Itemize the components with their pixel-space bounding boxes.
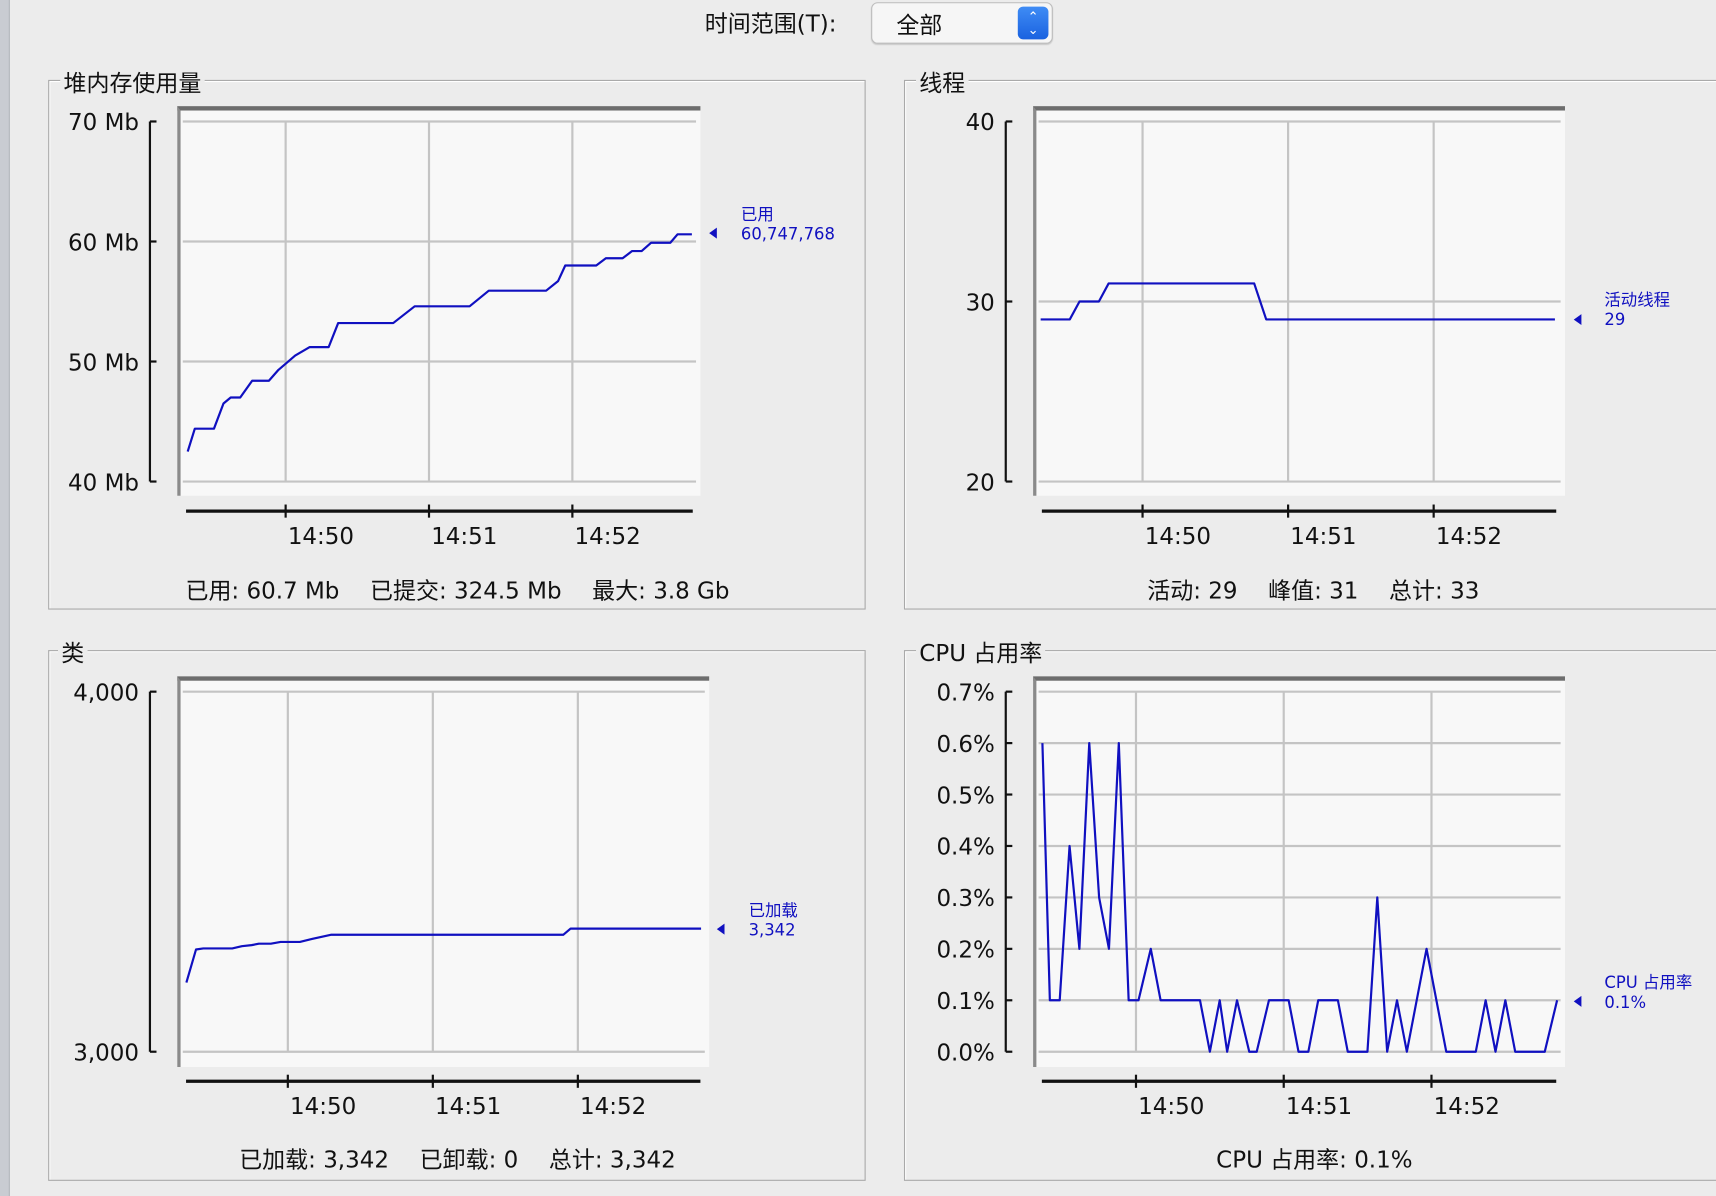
y-tick-label: 0.6% xyxy=(936,732,994,758)
x-tick-label: 14:52 xyxy=(575,524,641,550)
up-down-chevron-icon[interactable]: ⌃ ⌄ xyxy=(1017,6,1049,40)
classes-panel: 类 xyxy=(48,635,866,1181)
y-tick-label: 70 Mb xyxy=(68,110,139,136)
summary-used: 已用: 60.7 Mb xyxy=(185,577,340,605)
y-tick-label: 0.7% xyxy=(936,680,994,706)
x-tick-label: 14:52 xyxy=(1434,1094,1500,1120)
legend-name: 已加载 xyxy=(748,900,798,921)
y-tick-label: 3,000 xyxy=(73,1040,139,1066)
threads-series-line xyxy=(1040,282,1555,321)
cpu-chart: 0.0% 0.1% 0.2% 0.3% 0.4% 0.5% 0.6% 0.7% 14:50 14:… xyxy=(936,680,1561,1120)
classes-plot-area xyxy=(177,676,710,1068)
threads-chart: 20 30 40 14:50 14:51 14:52 xyxy=(966,110,1561,550)
threads-legend: 活动线程 29 xyxy=(1604,290,1670,329)
x-tick-label: 14:50 xyxy=(288,524,354,550)
x-tick-label: 14:52 xyxy=(580,1094,646,1120)
y-tick-label: 0.2% xyxy=(936,938,994,964)
summary-loaded: 已加载: 3,342 xyxy=(239,1146,389,1174)
x-tick-label: 14:50 xyxy=(290,1094,356,1120)
panel-title: 类 xyxy=(58,635,88,669)
threads-summary: 活动: 29 峰值: 31 总计: 33 xyxy=(1132,573,1495,606)
threads-panel: 线程 xyxy=(903,65,1716,610)
heap-legend-arrow-icon xyxy=(709,227,717,239)
summary-committed: 已提交: 324.5 Mb xyxy=(370,577,562,605)
heap-summary: 已用: 60.7 Mb 已提交: 324.5 Mb 最大: 3.8 Gb xyxy=(170,573,745,606)
time-range-label: 时间范围(T): xyxy=(704,10,837,38)
classes-summary: 已加载: 3,342 已卸载: 0 总计: 3,342 xyxy=(224,1143,691,1176)
threads-legend-arrow-icon xyxy=(1573,314,1582,326)
cpu-legend: CPU 占用率 0.1% xyxy=(1604,973,1692,1012)
legend-name: CPU 占用率 xyxy=(1604,972,1693,993)
heap-memory-panel: 堆内存使用量 xyxy=(48,65,866,610)
y-tick-label: 40 xyxy=(966,110,995,136)
summary-peak: 峰值: 31 xyxy=(1268,577,1359,605)
legend-name: 已用 xyxy=(740,204,774,225)
x-tick-label: 14:51 xyxy=(1290,524,1356,550)
y-tick-label: 20 xyxy=(966,470,995,496)
summary-total: 总计: 33 xyxy=(1389,577,1480,605)
heap-legend: 已用 60,747,768 xyxy=(741,205,835,244)
heap-series-line xyxy=(186,233,692,452)
summary-total: 总计: 3,342 xyxy=(548,1146,676,1174)
y-tick-label: 50 Mb xyxy=(68,350,139,376)
classes-legend-arrow-icon xyxy=(716,923,725,935)
x-tick-label: 14:50 xyxy=(1145,524,1211,550)
x-tick-label: 14:50 xyxy=(1138,1094,1204,1120)
x-tick-label: 14:51 xyxy=(435,1094,501,1120)
legend-value: 29 xyxy=(1604,309,1626,330)
y-tick-label: 0.4% xyxy=(936,835,994,861)
legend-name: 活动线程 xyxy=(1604,290,1671,310)
heap-chart: 40 Mb 50 Mb 60 Mb 70 Mb 14:50 14:51 14:52 xyxy=(68,110,697,550)
classes-chart: 3,000 4,000 14:50 14:51 14:52 xyxy=(73,680,705,1120)
window-left-edge xyxy=(0,0,10,1196)
y-tick-label: 4,000 xyxy=(73,680,139,706)
x-tick-label: 14:51 xyxy=(1286,1094,1352,1120)
y-tick-label: 0.3% xyxy=(936,886,994,912)
time-range-value: 全部 xyxy=(896,12,943,39)
heap-plot-area xyxy=(177,106,701,496)
cpu-usage-panel: CPU 占用率 xyxy=(903,635,1716,1181)
y-tick-label: 0.5% xyxy=(936,783,994,809)
x-tick-label: 14:52 xyxy=(1436,524,1502,550)
y-tick-label: 60 Mb xyxy=(68,230,139,256)
panel-title: 线程 xyxy=(916,65,969,99)
legend-value: 60,747,768 xyxy=(740,224,835,245)
cpu-summary: CPU 占用率: 0.1% xyxy=(1201,1143,1428,1176)
summary-live: 活动: 29 xyxy=(1147,577,1238,605)
x-tick-label: 14:51 xyxy=(431,524,497,550)
y-tick-label: 0.1% xyxy=(936,989,994,1015)
time-range-select[interactable]: 全部 ⌃ ⌄ xyxy=(871,2,1053,44)
classes-legend: 已加载 3,342 xyxy=(749,901,798,940)
panel-title: CPU 占用率 xyxy=(916,635,1046,669)
y-tick-label: 0.0% xyxy=(936,1040,994,1066)
cpu-legend-arrow-icon xyxy=(1573,995,1582,1007)
cpu-plot-area xyxy=(1033,676,1565,1068)
legend-value: 3,342 xyxy=(748,920,796,941)
y-tick-label: 30 xyxy=(966,290,995,316)
panel-title: 堆内存使用量 xyxy=(60,65,205,99)
summary-max: 最大: 3.8 Gb xyxy=(592,577,730,605)
classes-series-line xyxy=(185,927,702,983)
summary-cpu: CPU 占用率: 0.1% xyxy=(1216,1146,1413,1174)
summary-unloaded: 已卸载: 0 xyxy=(419,1146,519,1174)
y-tick-label: 40 Mb xyxy=(68,470,139,496)
legend-value: 0.1% xyxy=(1604,992,1647,1013)
